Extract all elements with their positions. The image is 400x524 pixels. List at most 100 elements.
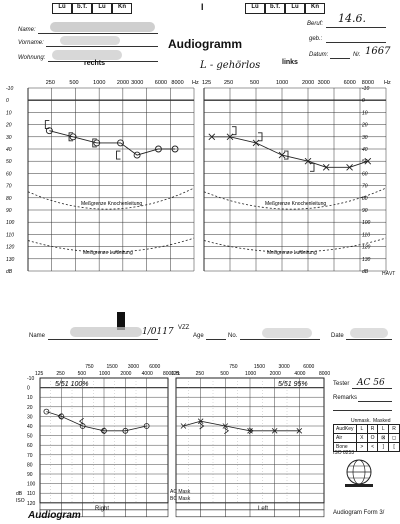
right-db-label: 10	[27, 395, 33, 401]
left-bottom-air-point	[222, 423, 229, 429]
left-bottom-air-line	[183, 420, 300, 432]
right-freq-top-label: 6000	[149, 364, 160, 370]
left-bottom-air-point	[296, 428, 303, 434]
right-freq-top-label: 3000	[128, 364, 139, 370]
right-freq-label: 3000	[131, 80, 143, 86]
right-bone-point	[68, 132, 74, 142]
left-freq-bottom-label: 4000	[294, 371, 305, 377]
right-db-label: -10	[6, 86, 13, 92]
box-kn-right: Kn	[305, 3, 325, 14]
vorname-line	[46, 46, 158, 47]
beruf-line	[326, 27, 386, 28]
right-bottom-bone-point	[57, 413, 63, 420]
left-bottom-air-point	[197, 418, 204, 424]
box-lue-right: Lü	[245, 3, 265, 14]
right-freq-bottom-label: 8000 Hz	[163, 371, 180, 377]
datum-label: Datum:	[309, 52, 329, 58]
age-line	[206, 339, 226, 340]
left-freq-label: 3000	[318, 80, 330, 86]
date-redaction	[350, 328, 388, 338]
form-label: Audiogram Form 3/	[333, 510, 385, 516]
right-db-label: 0	[27, 386, 30, 392]
globe-logo-icon	[345, 459, 373, 487]
nr-label: Nr.	[353, 52, 361, 58]
left-db-label: 0	[362, 98, 365, 104]
left-db-label: 100	[362, 220, 371, 226]
bottom-name-label: Name	[29, 333, 46, 339]
name-line	[38, 33, 158, 34]
right-db-label: 120	[27, 501, 36, 507]
legend-row-label: Bone	[333, 442, 357, 452]
right-db-label: 50	[6, 159, 12, 165]
right-db-label: 0	[6, 98, 9, 104]
right-luft-curve	[27, 237, 195, 253]
date-handwritten: 14.6.	[338, 12, 366, 25]
left-freq-bottom-label: 1000	[245, 371, 256, 377]
right-air-point	[154, 145, 162, 153]
left-db-label: 70	[362, 184, 368, 190]
right-db-label: dB	[6, 269, 13, 275]
left-freq-bottom-label: 250	[196, 371, 205, 377]
right-knochen-curve	[27, 187, 195, 210]
name-label: Name:	[18, 27, 36, 33]
top-title: Audiogramm	[168, 37, 243, 51]
remarks-line-2	[333, 410, 392, 411]
left-db-label: 10	[362, 110, 368, 116]
right-freq-bottom-label: 2000	[120, 371, 131, 377]
legend-row: AudKey L R L R	[333, 424, 400, 434]
right-freq-label: 2000	[117, 80, 129, 86]
bottom-audiogram-left: 750 1500 3000 6000 125 250 500 1000 2000 4000 8000…	[171, 364, 330, 518]
left-bottom-bone-point	[248, 427, 254, 435]
age-label: Age	[193, 333, 204, 339]
left-freq-label: 2000	[302, 80, 314, 86]
geb-line	[326, 42, 386, 43]
right-db-label: 40	[27, 424, 33, 430]
left-air-line	[211, 136, 368, 168]
left-ear-label: Left	[258, 506, 269, 512]
legend-cell: L	[377, 424, 390, 434]
bottom-black-mark	[117, 312, 125, 330]
right-db-label: 60	[27, 443, 33, 449]
left-db-label: 90	[362, 208, 368, 214]
right-db-label: 80	[27, 462, 33, 468]
legend-cell: R	[388, 424, 400, 434]
beruf-label: Beruf:	[307, 21, 324, 27]
left-db-label: 110	[362, 232, 370, 238]
tester-line	[352, 388, 392, 389]
right-db-label: 90	[27, 472, 33, 478]
right-freq-label: 500	[69, 80, 78, 86]
bc-mask-label: BC Mask	[170, 496, 191, 502]
right-freq-bottom-label: 250	[56, 371, 65, 377]
legend-cell: O	[366, 433, 379, 443]
right-db-label: 110	[6, 232, 14, 238]
right-db-label: 90	[6, 208, 12, 214]
right-air-point	[171, 145, 179, 153]
legend-cell: X	[355, 433, 368, 443]
left-bone-point	[258, 132, 263, 142]
left-db-label: 30	[362, 135, 368, 141]
right-ear-label: Right	[95, 506, 110, 512]
legend-cell: R	[366, 424, 379, 434]
right-bone-point	[116, 150, 121, 160]
wohnung-label: Wohnung:	[18, 55, 46, 61]
right-db-label: 20	[27, 405, 33, 411]
right-freq-label: 6000	[155, 80, 167, 86]
right-bottom-bone-point	[79, 417, 84, 425]
remarks-label: Remarks	[333, 395, 358, 401]
bottom-name-line	[48, 339, 158, 340]
date-line	[346, 339, 392, 340]
right-db-label: 40	[6, 147, 12, 153]
right-air-point	[133, 151, 141, 159]
box-kn-left: Kn	[112, 3, 132, 14]
right-bottom-air-point	[43, 408, 50, 415]
left-bottom-bone-point	[199, 422, 205, 430]
box-lu-right: Lu	[285, 3, 305, 14]
corner-note: HÄVT	[382, 271, 396, 277]
right-bottom-air-point	[122, 427, 129, 434]
left-db-label: 80	[362, 196, 368, 202]
legend-row: Bone > <][	[333, 442, 400, 452]
left-speech-handwritten: 5/51 95%	[278, 381, 308, 388]
right-db-label: 10	[6, 110, 12, 116]
left-freq-label-low: 125	[202, 80, 211, 86]
